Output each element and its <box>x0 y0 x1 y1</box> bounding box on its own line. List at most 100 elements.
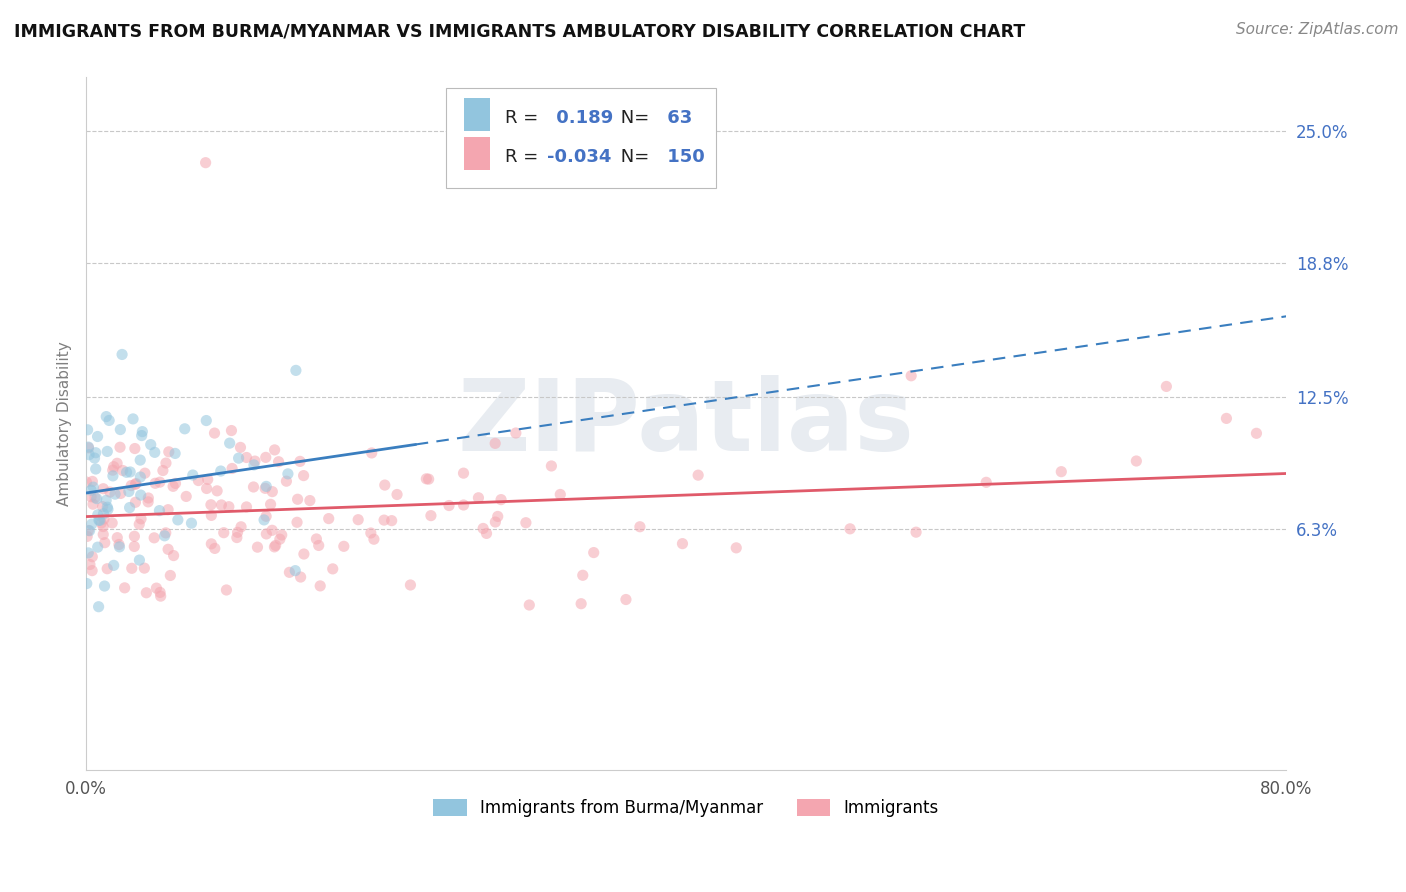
Point <box>548 487 571 501</box>
Point <box>86 491 108 506</box>
Point <box>79 524 101 538</box>
Point <box>114 581 136 595</box>
Point <box>155 456 177 470</box>
Point <box>218 436 240 450</box>
Point <box>385 487 408 501</box>
Point <box>254 479 277 493</box>
Point <box>187 474 209 488</box>
Point <box>145 581 167 595</box>
Point <box>839 522 862 536</box>
Point <box>165 476 187 491</box>
Point <box>101 469 124 483</box>
Point <box>225 531 247 545</box>
Point <box>322 562 344 576</box>
Point <box>77 546 100 560</box>
Point <box>209 464 232 478</box>
Point <box>974 475 997 490</box>
Point <box>110 486 132 500</box>
Point <box>105 531 128 545</box>
Point <box>221 461 243 475</box>
Point <box>292 468 315 483</box>
Text: R =: R = <box>505 109 544 127</box>
Point <box>671 536 693 550</box>
Point <box>195 413 218 427</box>
Point <box>87 508 110 522</box>
Y-axis label: Ambulatory Disability: Ambulatory Disability <box>58 342 72 506</box>
Point <box>228 451 250 466</box>
Point <box>82 480 104 494</box>
Point <box>484 436 506 450</box>
FancyBboxPatch shape <box>464 97 491 131</box>
Point <box>118 484 141 499</box>
Point <box>614 592 637 607</box>
Point <box>84 446 107 460</box>
Point <box>243 454 266 468</box>
Point <box>82 497 104 511</box>
Text: 63: 63 <box>661 109 692 127</box>
Point <box>900 368 922 383</box>
Point <box>108 540 131 554</box>
Point <box>162 549 184 563</box>
Point <box>276 474 298 488</box>
Point <box>83 451 105 466</box>
Point <box>143 445 166 459</box>
Point <box>93 507 115 521</box>
Point <box>264 538 287 552</box>
Point <box>360 446 382 460</box>
Text: IMMIGRANTS FROM BURMA/MYANMAR VS IMMIGRANTS AMBULATORY DISABILITY CORRELATION CH: IMMIGRANTS FROM BURMA/MYANMAR VS IMMIGRA… <box>14 22 1025 40</box>
Point <box>124 540 146 554</box>
Point <box>108 537 131 551</box>
Point <box>87 599 110 614</box>
Point <box>82 475 104 489</box>
Text: R =: R = <box>505 148 544 166</box>
Point <box>229 520 252 534</box>
Point <box>373 513 395 527</box>
Point <box>200 537 222 551</box>
Text: 150: 150 <box>661 148 704 166</box>
Point <box>505 425 527 440</box>
Point <box>122 412 145 426</box>
Point <box>205 483 228 498</box>
Point <box>263 442 285 457</box>
Point <box>89 513 111 527</box>
Point <box>725 541 748 555</box>
Point <box>125 476 148 491</box>
Point <box>84 462 107 476</box>
Point <box>200 508 222 523</box>
Point <box>437 499 460 513</box>
Point <box>475 526 498 541</box>
Point <box>284 564 307 578</box>
Point <box>159 568 181 582</box>
Point <box>318 511 340 525</box>
Point <box>96 500 118 515</box>
Point <box>180 516 202 531</box>
Point <box>278 566 301 580</box>
Point <box>108 440 131 454</box>
Point <box>79 558 101 572</box>
Point <box>242 480 264 494</box>
Point <box>204 426 226 441</box>
Point <box>155 525 177 540</box>
Point <box>87 513 110 527</box>
FancyBboxPatch shape <box>446 87 716 188</box>
Point <box>124 477 146 491</box>
Point <box>200 498 222 512</box>
Point <box>253 513 276 527</box>
Point <box>1125 454 1147 468</box>
Point <box>98 485 121 500</box>
Point <box>1156 379 1178 393</box>
Text: Source: ZipAtlas.com: Source: ZipAtlas.com <box>1236 22 1399 37</box>
Point <box>173 422 195 436</box>
Point <box>124 442 146 456</box>
Point <box>472 521 495 535</box>
Point <box>77 440 100 454</box>
Point <box>77 524 100 538</box>
Point <box>96 493 118 508</box>
Point <box>262 484 284 499</box>
Point <box>111 463 134 477</box>
Text: -0.034: -0.034 <box>547 148 612 166</box>
Point <box>128 517 150 532</box>
Point <box>101 516 124 530</box>
Point <box>128 553 150 567</box>
Point <box>77 441 100 455</box>
